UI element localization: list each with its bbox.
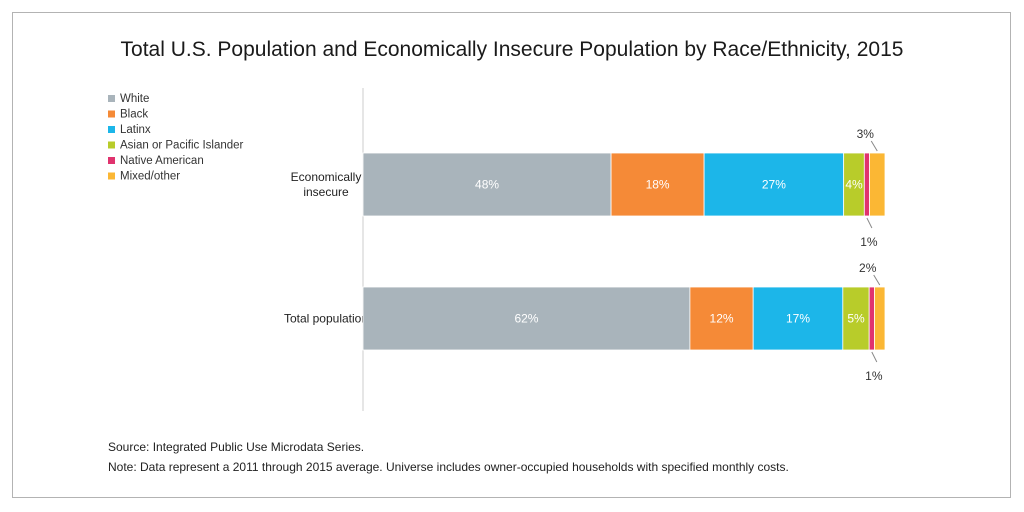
category-label-total-population: Total population <box>284 312 368 326</box>
bar-mixed-other-total-population <box>874 286 886 351</box>
bar-labels: 48% 18% 27% 4% 62% 12% 17% 5% <box>475 178 865 326</box>
bar-label-native-american-economically-insecure: 1% <box>860 235 878 249</box>
bar-label-asian-or-pacific-islander-economically-insecure: 4% <box>845 178 863 192</box>
legend-swatch-black <box>108 110 115 118</box>
legend-label-mixed-other: Mixed/other <box>120 171 180 183</box>
bar-white-economically-insecure <box>362 152 612 217</box>
bar-black-total-population <box>689 286 754 351</box>
bar-mixed-other-economically-insecure <box>869 152 886 217</box>
bar-black-economically-insecure <box>610 152 705 217</box>
bar-latinx-economically-insecure <box>703 152 845 217</box>
legend: White Black Latinx Asian or Pacific Islande… <box>108 93 244 183</box>
bar-label-asian-or-pacific-islander-total-population: 5% <box>847 312 865 326</box>
legend-swatch-latinx <box>108 126 115 133</box>
data-note: Note: Data represent a 2011 through 2015… <box>108 460 789 474</box>
chart-title: Total U.S. Population and Economically I… <box>121 38 904 61</box>
bar-label-black-total-population: 12% <box>710 312 734 326</box>
bar-label-mixed-other-economically-insecure: 3% <box>857 127 875 141</box>
callout-line-native-american <box>866 217 873 229</box>
bar-label-latinx-total-population: 17% <box>786 312 810 326</box>
callout-line-mixed-other <box>870 140 878 152</box>
chart-frame: Total U.S. Population and Economically I… <box>12 12 1011 498</box>
callout-line-native-american <box>871 351 878 363</box>
bar-white-total-population <box>362 286 691 351</box>
legend-label-white: White <box>120 93 149 105</box>
bar-native-american-economically-insecure <box>863 152 870 217</box>
source-note: Source: Integrated Public Use Microdata … <box>108 440 364 454</box>
callout-line-mixed-other <box>873 274 881 286</box>
legend-label-asian-or-pacific-islander: Asian or Pacific Islander <box>120 140 244 152</box>
bar-label-white-total-population: 62% <box>514 312 538 326</box>
legend-label-latinx: Latinx <box>120 124 151 136</box>
legend-swatch-white <box>108 95 115 102</box>
stacked-bar-chart: Total U.S. Population and Economically I… <box>108 38 904 474</box>
category-label-economically: Economically <box>291 170 362 184</box>
bars <box>362 152 886 351</box>
bar-label-mixed-other-total-population: 2% <box>859 261 877 275</box>
legend-label-native-american: Native American <box>120 155 204 167</box>
bar-asian-or-pacific-islander-total-population <box>842 286 870 351</box>
bar-label-latinx-economically-insecure: 27% <box>762 178 786 192</box>
bar-latinx-total-population <box>752 286 844 351</box>
bar-label-native-american-total-population: 1% <box>865 369 883 383</box>
category-label-insecure: insecure <box>303 185 349 199</box>
legend-label-black: Black <box>120 109 148 121</box>
bar-label-black-economically-insecure: 18% <box>646 178 670 192</box>
callouts: 1% 3% 1% 2% <box>857 127 883 383</box>
bar-native-american-total-population <box>868 286 875 351</box>
legend-swatch-mixed-other <box>108 172 115 180</box>
legend-swatch-native-american <box>108 157 115 164</box>
legend-swatch-asian-or-pacific-islander <box>108 141 115 149</box>
bar-label-white-economically-insecure: 48% <box>475 178 499 192</box>
